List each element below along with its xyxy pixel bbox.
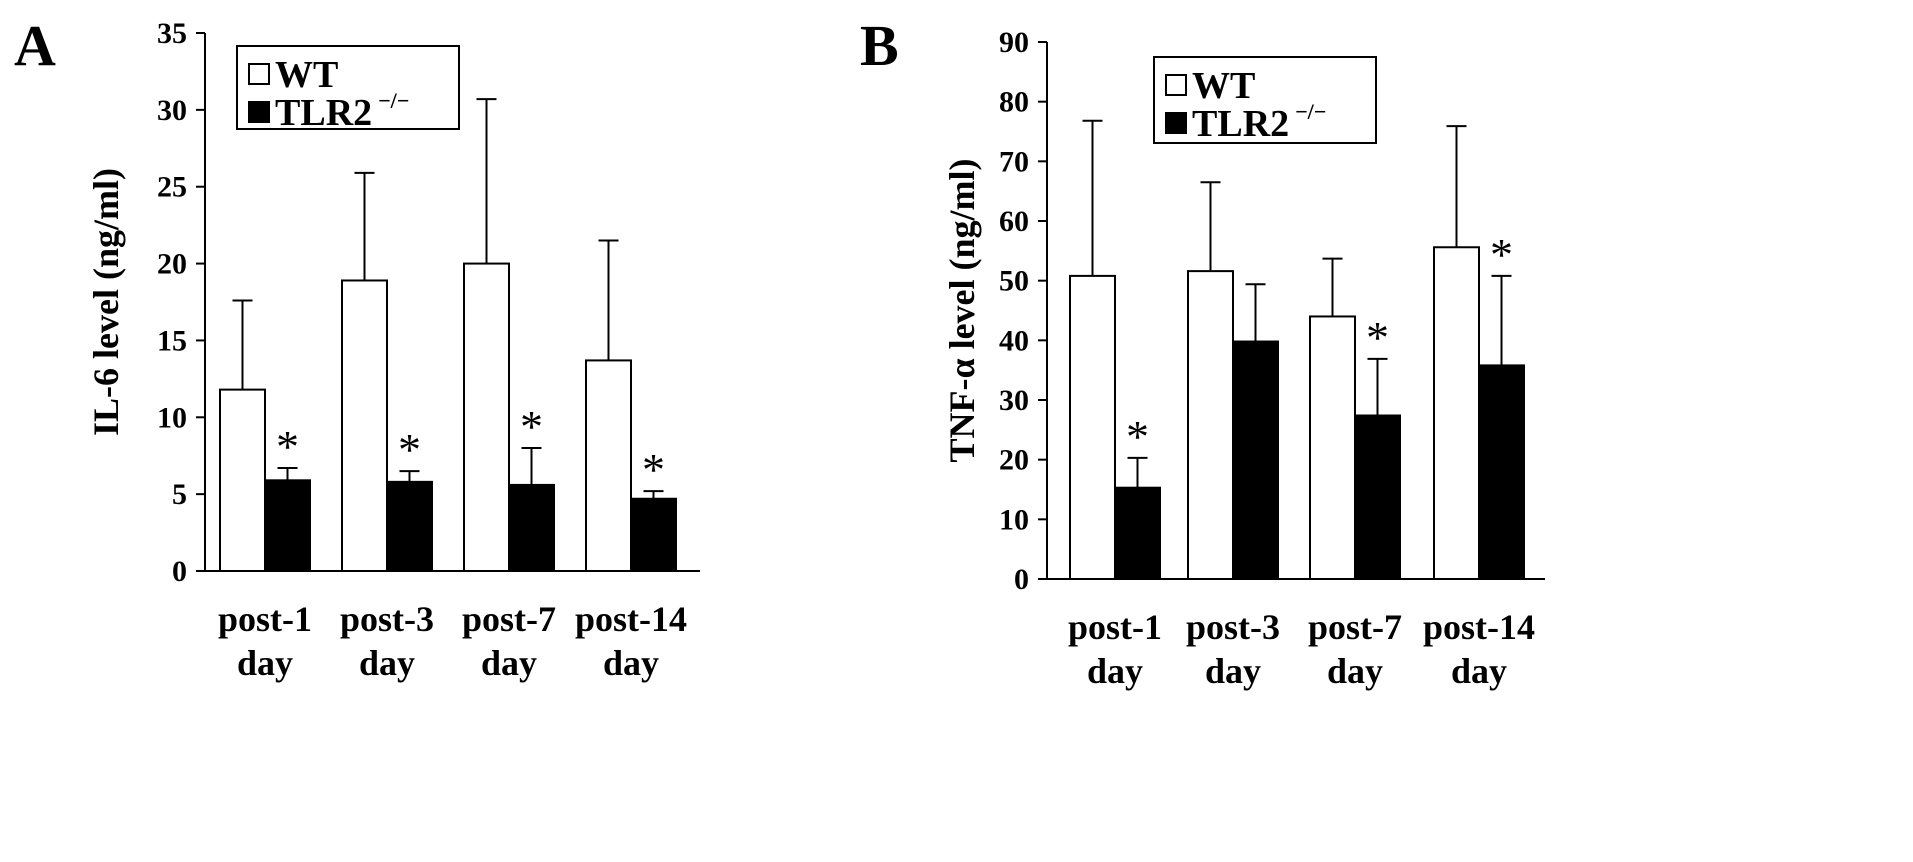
panel-a-significance-marker: * <box>398 424 421 475</box>
panel-a-significance-marker: * <box>520 401 543 452</box>
panel-b-y-tick-label: 10 <box>999 503 1029 536</box>
panel-b-letter: B <box>860 13 899 78</box>
panel-a-y-tick-label: 5 <box>172 478 187 511</box>
panel-a-x-tick-label: post-7 <box>462 599 556 639</box>
panel-a-legend-superscript: −/− <box>378 88 409 113</box>
panel-a-y-tick-label: 25 <box>157 171 187 204</box>
panel-b-legend-swatch-tlr2 <box>1165 112 1187 134</box>
panel-a-y-tick-label: 20 <box>157 248 187 281</box>
panel-b-y-tick-label: 50 <box>999 265 1029 298</box>
panel-a-y-tick-label: 0 <box>172 555 187 588</box>
panel-b-y-tick-label: 20 <box>999 444 1029 477</box>
panel-b-legend-superscript: −/− <box>1295 99 1326 124</box>
panel-a-x-tick-label: day <box>359 643 415 683</box>
panel-b-bar-wt-3 <box>1309 315 1356 580</box>
panel-a-legend-swatch-wt <box>248 63 270 85</box>
panel-a-bar-wt-1 <box>219 388 266 573</box>
panel-b-x-tick-label: day <box>1205 651 1261 691</box>
panel-a-letter: A <box>14 13 56 78</box>
panel-a-y-axis-label: IL-6 level (ng/ml) <box>86 168 126 436</box>
panel-a-legend-label-wt: WT <box>275 54 338 96</box>
panel-a-legend-label-tlr2: TLR2 <box>275 92 372 134</box>
panel-b-bar-tlr2-1 <box>1114 486 1161 580</box>
panel-b-significance-marker: * <box>1490 229 1513 280</box>
panel-a-legend-swatch-tlr2 <box>248 101 270 123</box>
panel-a-x-tick-label: day <box>603 643 659 683</box>
panel-b-significance-marker: * <box>1126 411 1149 462</box>
panel-b-bar-wt-4 <box>1433 246 1480 580</box>
panel-b-legend-label-tlr2: TLR2 <box>1192 103 1289 145</box>
panel-b-y-tick-label: 40 <box>999 324 1029 357</box>
panel-b-legend-label-wt: WT <box>1192 65 1255 107</box>
panel-b-bar-wt-2 <box>1187 270 1234 580</box>
panel-b-y-axis-label: TNF-α level (ng/ml) <box>942 158 982 462</box>
panel-a-legend-box <box>236 45 460 130</box>
panel-a-y-tick-label: 35 <box>157 17 187 50</box>
panel-a-bar-wt-4 <box>585 359 632 573</box>
panel-b-bar-tlr2-3 <box>1354 414 1401 580</box>
panel-b-y-tick-label: 30 <box>999 384 1029 417</box>
panel-b-bar-wt-1 <box>1069 274 1116 580</box>
panel-b-x-tick-label: day <box>1087 651 1143 691</box>
panel-a-bar-wt-2 <box>341 279 388 572</box>
panel-b-x-tick-label: post-1 <box>1068 607 1162 647</box>
panel-a-bar-tlr2-2 <box>386 480 433 572</box>
panel-b-bar-tlr2-2 <box>1232 340 1279 580</box>
panel-b-significance-marker: * <box>1366 312 1389 363</box>
panel-b-y-tick-label: 60 <box>999 205 1029 238</box>
panel-b-legend-box <box>1153 56 1377 144</box>
panel-a-bar-tlr2-3 <box>508 483 555 573</box>
panel-a-bar-tlr2-1 <box>264 479 311 572</box>
panel-a-x-tick-label: day <box>481 643 537 683</box>
panel-b-x-tick-label: day <box>1451 651 1507 691</box>
panel-a-x-tick-label: day <box>237 643 293 683</box>
panel-a-x-tick-label: post-3 <box>340 599 434 639</box>
panel-a-x-tick-label: post-14 <box>575 599 687 639</box>
panel-b-y-tick-label: 0 <box>1014 563 1029 596</box>
panel-b-legend-swatch-wt <box>1165 74 1187 96</box>
panel-b-x-tick-label: day <box>1327 651 1383 691</box>
panel-a-significance-marker: * <box>642 444 665 495</box>
panel-b-y-tick-label: 90 <box>999 26 1029 59</box>
panel-a-y-tick-label: 15 <box>157 324 187 357</box>
panel-b-y-tick-label: 70 <box>999 145 1029 178</box>
panel-b-x-tick-label: post-7 <box>1308 607 1402 647</box>
panel-a-bar-tlr2-4 <box>630 497 677 572</box>
panel-b-x-tick-label: post-3 <box>1186 607 1280 647</box>
panel-a-x-tick-label: post-1 <box>218 599 312 639</box>
panel-a-bar-wt-3 <box>463 262 510 572</box>
panel-b-x-tick-label: post-14 <box>1423 607 1535 647</box>
panel-b-y-tick-label: 80 <box>999 86 1029 119</box>
panel-a-y-tick-label: 10 <box>157 401 187 434</box>
panel-b-bar-tlr2-4 <box>1478 364 1525 581</box>
panel-a-y-tick-label: 30 <box>157 94 187 127</box>
panel-a-significance-marker: * <box>276 421 299 472</box>
